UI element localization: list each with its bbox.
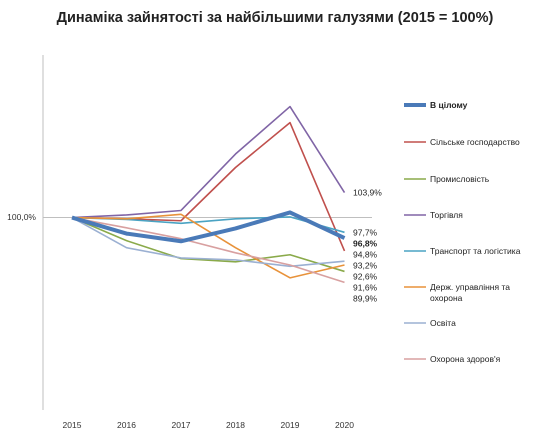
- legend-label: Освіта: [430, 318, 456, 328]
- x-tick-label: 2016: [117, 420, 136, 430]
- data-label: 96,8%: [353, 238, 378, 248]
- legend-label: Охорона здоров'я: [430, 354, 501, 364]
- series-line: [71, 216, 345, 284]
- legend-label: Промисловість: [430, 174, 490, 184]
- data-label: 89,9%: [353, 293, 378, 303]
- end-labels: 103,9% 97,7%96,8%94,8%93,2%92,6%91,6%89,9…: [353, 188, 382, 304]
- data-label: 94,8%: [353, 249, 378, 259]
- legend-label: В цілому: [430, 100, 468, 110]
- series-lines: [71, 105, 346, 284]
- legend-label: Сільське господарство: [430, 137, 520, 147]
- x-tick-label: 2020: [335, 420, 354, 430]
- series-line: [71, 105, 346, 219]
- data-label: 103,9%: [353, 188, 382, 198]
- series-line: [71, 213, 345, 279]
- data-label: 92,6%: [353, 271, 378, 281]
- x-tick-label: 2019: [281, 420, 300, 430]
- legend-label: Транспорт та логістика: [430, 246, 521, 256]
- series-line: [71, 216, 345, 268]
- data-label: 97,7%: [353, 227, 378, 237]
- x-tick-label: 2015: [63, 420, 82, 430]
- chart-title: Динаміка зайнятості за найбільшими галуз…: [56, 10, 494, 26]
- data-label: 93,2%: [353, 260, 378, 270]
- x-tick-label: 2018: [226, 420, 245, 430]
- legend: В цілому Сільське господарство Промисловіс…: [404, 100, 521, 364]
- legend-label: Держ. управління та охорона: [430, 282, 510, 303]
- legend-label: Торгівля: [430, 210, 463, 220]
- y-tick-label: 100,0%: [7, 212, 36, 222]
- series-line: [71, 210, 346, 244]
- x-tick-labels: 2015 2016 2017 2018 2019 2020: [63, 420, 355, 430]
- x-tick-label: 2017: [172, 420, 191, 430]
- series-line: [71, 216, 345, 273]
- data-label: 91,6%: [353, 282, 378, 292]
